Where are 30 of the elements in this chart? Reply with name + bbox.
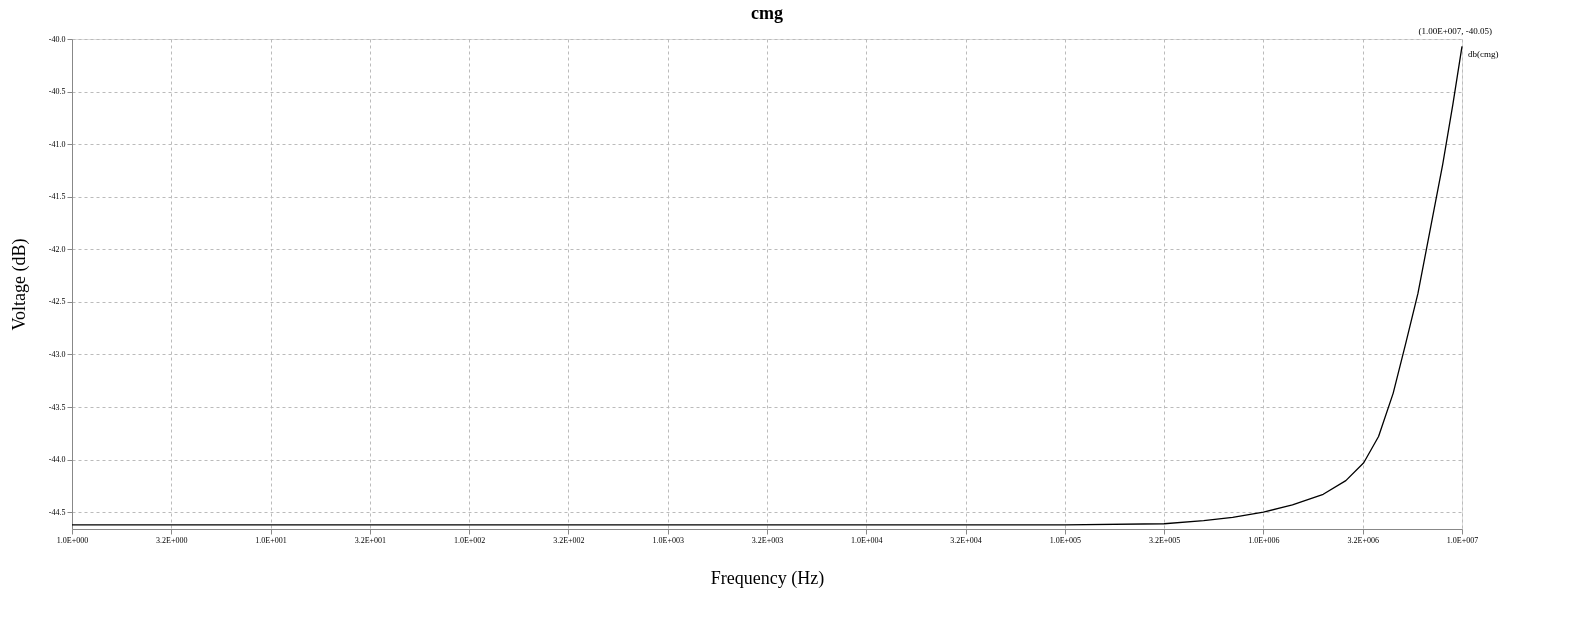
x-tick-label: 3.2E+004 xyxy=(950,535,982,545)
x-tick-label: 1.0E+005 xyxy=(1049,535,1082,545)
y-tick-label: -40.0 xyxy=(48,34,66,44)
x-tick-label: 1.0E+006 xyxy=(1248,535,1280,545)
x-tick-label: 1.0E+007 xyxy=(1446,535,1479,545)
y-tick-label: -41.0 xyxy=(48,139,66,149)
text: (1.00E+007, -40.05) xyxy=(1418,26,1492,36)
x-tick-label: 1.0E+001 xyxy=(255,535,287,545)
x-tick-label: 3.2E+000 xyxy=(156,535,188,545)
x-tick-label: 3.2E+005 xyxy=(1148,535,1181,545)
y-tick-label: -43.5 xyxy=(48,402,66,412)
x-tick-label: 3.2E+003 xyxy=(751,535,784,545)
x-tick-label: 3.2E+006 xyxy=(1347,535,1379,545)
y-tick-label: -44.0 xyxy=(48,455,66,465)
x-tick-label: 1.0E+004 xyxy=(851,535,883,545)
x-tick-label: 1.0E+003 xyxy=(652,535,684,545)
x-axis-title: Frequency (Hz) xyxy=(710,567,825,589)
y-tick-label: -44.5 xyxy=(48,507,66,517)
y-tick-label: -43.0 xyxy=(48,349,66,359)
y-tick-label: -42.0 xyxy=(48,244,66,254)
series-label: db(cmg) xyxy=(1468,49,1499,60)
y-tick-label: -40.5 xyxy=(48,87,66,97)
y-axis-title: Voltage (dB) xyxy=(8,238,30,331)
x-tick-label: 1.0E+000 xyxy=(56,535,89,545)
chart-title: cmg xyxy=(751,3,783,23)
x-tick-label: 3.2E+002 xyxy=(553,535,585,545)
y-tick-label: -42.5 xyxy=(48,297,66,307)
x-tick-label: 1.0E+002 xyxy=(453,535,486,545)
y-tick-label: -41.5 xyxy=(48,192,66,202)
x-tick-label: 3.2E+001 xyxy=(354,535,387,545)
